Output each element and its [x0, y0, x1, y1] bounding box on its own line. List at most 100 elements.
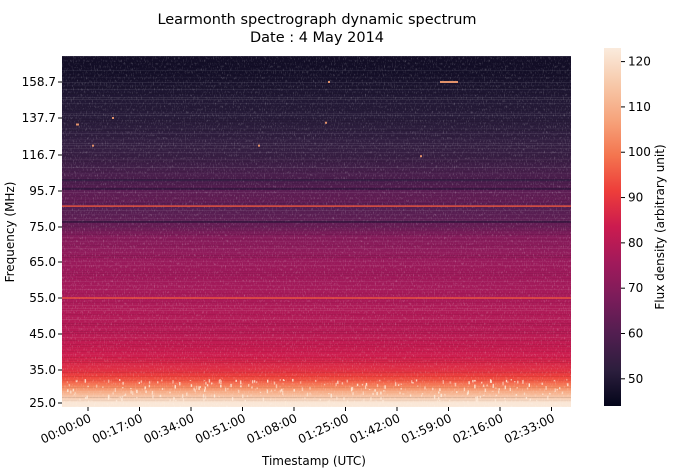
- burst-speck: [86, 395, 88, 399]
- burst-speck: [306, 392, 309, 397]
- burst-speck: [472, 379, 474, 383]
- burst-speck: [107, 396, 110, 400]
- burst-speck: [411, 380, 413, 384]
- burst-speck: [384, 385, 386, 389]
- burst-speck: [75, 402, 78, 405]
- x-tick-label: 00:34:00: [141, 411, 196, 446]
- burst-speck: [433, 394, 436, 399]
- burst-speck: [567, 383, 569, 387]
- burst-speck: [417, 385, 419, 387]
- burst-speck: [173, 397, 175, 401]
- burst-speck: [256, 381, 258, 383]
- burst-speck: [365, 382, 368, 386]
- burst-speck: [284, 401, 287, 405]
- colorbar-tick-label: 80: [628, 236, 643, 250]
- colorbar-gradient: [604, 48, 621, 406]
- burst-speck: [553, 379, 556, 382]
- x-tick-label: 02:16:00: [450, 411, 505, 446]
- burst-speck: [283, 380, 285, 382]
- burst-speck: [438, 391, 440, 394]
- burst-speck: [92, 144, 94, 147]
- burst-speck: [361, 383, 364, 386]
- dark-line: [62, 220, 571, 223]
- burst-speck: [516, 387, 518, 389]
- burst-speck: [251, 386, 253, 389]
- burst-speck: [193, 387, 195, 391]
- burst-speck: [444, 394, 446, 396]
- burst-speck: [319, 398, 321, 401]
- burst-speck: [483, 394, 485, 396]
- burst-speck: [502, 381, 504, 386]
- burst-speck: [554, 388, 556, 392]
- burst-speck: [477, 399, 479, 403]
- bright-line: [62, 297, 571, 299]
- burst-speck: [476, 396, 479, 400]
- burst-speck: [514, 381, 516, 383]
- burst-speck: [227, 387, 229, 390]
- burst-speck: [336, 396, 338, 400]
- burst-speck: [282, 379, 285, 381]
- burst-speck: [66, 381, 69, 383]
- burst-speck: [475, 399, 477, 403]
- burst-speck: [515, 397, 517, 400]
- burst-speck: [182, 394, 184, 398]
- burst-speck: [293, 389, 295, 392]
- burst-speck: [341, 382, 344, 385]
- burst-speck: [380, 397, 382, 400]
- bright-lines: [62, 179, 571, 299]
- burst-speck: [301, 387, 304, 391]
- burst-speck: [350, 387, 353, 392]
- burst-speck: [136, 397, 138, 399]
- y-axis: 25.0 35.0 45.0 55.0 65.0 75.0 95.7 116.7 137.7 15…: [22, 75, 62, 410]
- burst-speck: [328, 393, 330, 395]
- burst-speck: [269, 399, 272, 401]
- burst-speck: [119, 379, 121, 381]
- burst-speck: [536, 399, 538, 402]
- burst-speck: [282, 391, 284, 395]
- burst-speck: [412, 382, 414, 384]
- burst-speck: [315, 379, 317, 382]
- burst-speck: [205, 381, 207, 385]
- burst-speck: [220, 380, 222, 383]
- burst-speck: [304, 397, 306, 399]
- burst-speck: [482, 384, 485, 388]
- burst-speck: [504, 385, 506, 390]
- burst-speck: [148, 384, 151, 388]
- burst-speck: [253, 380, 256, 383]
- burst-speck: [157, 381, 159, 384]
- burst-speck: [479, 395, 482, 398]
- burst-speck: [152, 395, 154, 399]
- colorbar-tick-label: 70: [628, 281, 643, 295]
- burst-speck: [526, 387, 529, 390]
- burst-speck: [220, 383, 222, 385]
- burst-speck: [325, 121, 327, 124]
- burst-speck: [161, 387, 164, 390]
- burst-speck: [374, 389, 376, 392]
- burst-speck: [409, 394, 412, 397]
- burst-speck: [383, 390, 385, 392]
- burst-speck: [454, 382, 457, 387]
- burst-speck: [270, 389, 273, 392]
- burst-speck: [115, 399, 118, 403]
- y-tick-label: 75.0: [29, 220, 56, 234]
- burst-speck: [528, 383, 530, 387]
- burst-speck: [421, 393, 424, 395]
- burst-speck: [266, 389, 269, 394]
- burst-speck: [195, 385, 198, 390]
- burst-speck: [522, 380, 524, 384]
- burst-speck: [400, 388, 402, 390]
- burst-speck: [79, 398, 81, 401]
- x-tick-label: 01:59:00: [399, 411, 454, 446]
- chart-subtitle: Date : 4 May 2014: [250, 30, 384, 46]
- burst-speck: [517, 380, 519, 384]
- bright-line: [62, 205, 571, 207]
- burst-speck: [96, 384, 98, 388]
- burst-speck: [505, 379, 508, 383]
- burst-speck: [346, 379, 348, 383]
- burst-speck: [274, 389, 276, 391]
- burst-speck: [174, 385, 176, 389]
- burst-speck: [258, 144, 260, 147]
- burst-speck: [169, 399, 171, 401]
- burst-speck: [63, 401, 66, 405]
